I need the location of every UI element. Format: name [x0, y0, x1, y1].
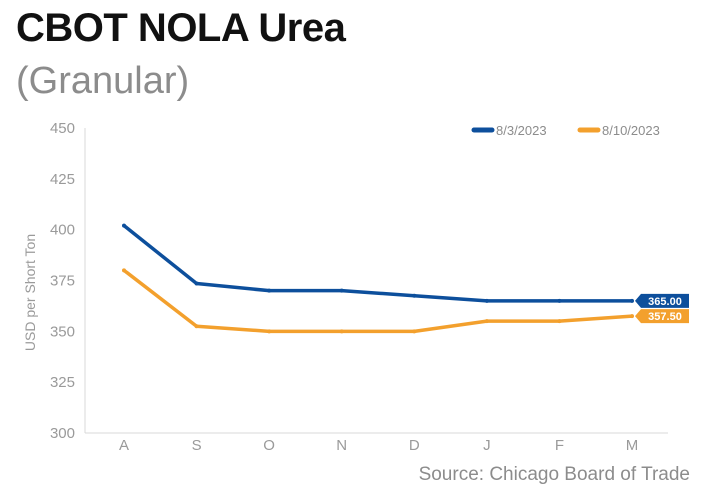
x-tick-label: J [483, 437, 491, 454]
series-line [122, 223, 634, 303]
chart-series: 365.00 357.50 [122, 223, 689, 334]
data-point [267, 288, 272, 293]
data-point [630, 298, 634, 303]
y-tick-label: 300 [50, 425, 75, 442]
data-point [339, 288, 344, 293]
data-point [412, 329, 417, 334]
data-point [122, 268, 126, 273]
x-tick-label: M [626, 437, 639, 454]
end-value-label: 365.00 [648, 296, 682, 308]
x-tick-label: N [336, 437, 347, 454]
y-tick-label: 325 [50, 374, 75, 391]
data-point [557, 298, 562, 303]
y-tick-label: 350 [50, 323, 75, 340]
y-axis-label: USD per Short Ton [22, 234, 38, 351]
data-point [194, 281, 199, 286]
data-point [630, 314, 634, 319]
chart-axes: 300 325 350 375 400 425 450 A S O N D J F M USD per Sho… [22, 120, 668, 454]
x-tick-label: O [263, 437, 275, 454]
legend-label: 8/3/2023 [496, 123, 547, 138]
end-value-label: 357.50 [648, 311, 682, 323]
data-point [339, 329, 344, 334]
data-point [267, 329, 272, 334]
y-tick-label: 450 [50, 120, 75, 137]
x-tick-label: F [555, 437, 564, 454]
end-value-badge [635, 309, 689, 324]
data-point [484, 319, 489, 324]
chart-subtitle: (Granular) [16, 60, 190, 102]
y-tick-label: 425 [50, 171, 75, 188]
data-point [484, 298, 489, 303]
legend-label: 8/10/2023 [602, 123, 660, 138]
data-point [194, 324, 199, 329]
x-tick-label: S [192, 437, 202, 454]
end-value-badge [635, 293, 689, 308]
chart-title: CBOT NOLA Urea [16, 6, 346, 50]
y-tick-label: 375 [50, 273, 75, 290]
data-point [122, 223, 126, 228]
data-point [412, 293, 417, 298]
x-tick-label: A [119, 437, 129, 454]
data-point [557, 319, 562, 324]
series-line [122, 268, 634, 334]
x-tick-label: D [409, 437, 420, 454]
y-tick-label: 400 [50, 222, 75, 239]
chart-legend: 8/3/2023 8/10/2023 [471, 123, 660, 138]
source-note: Source: Chicago Board of Trade [418, 464, 690, 485]
